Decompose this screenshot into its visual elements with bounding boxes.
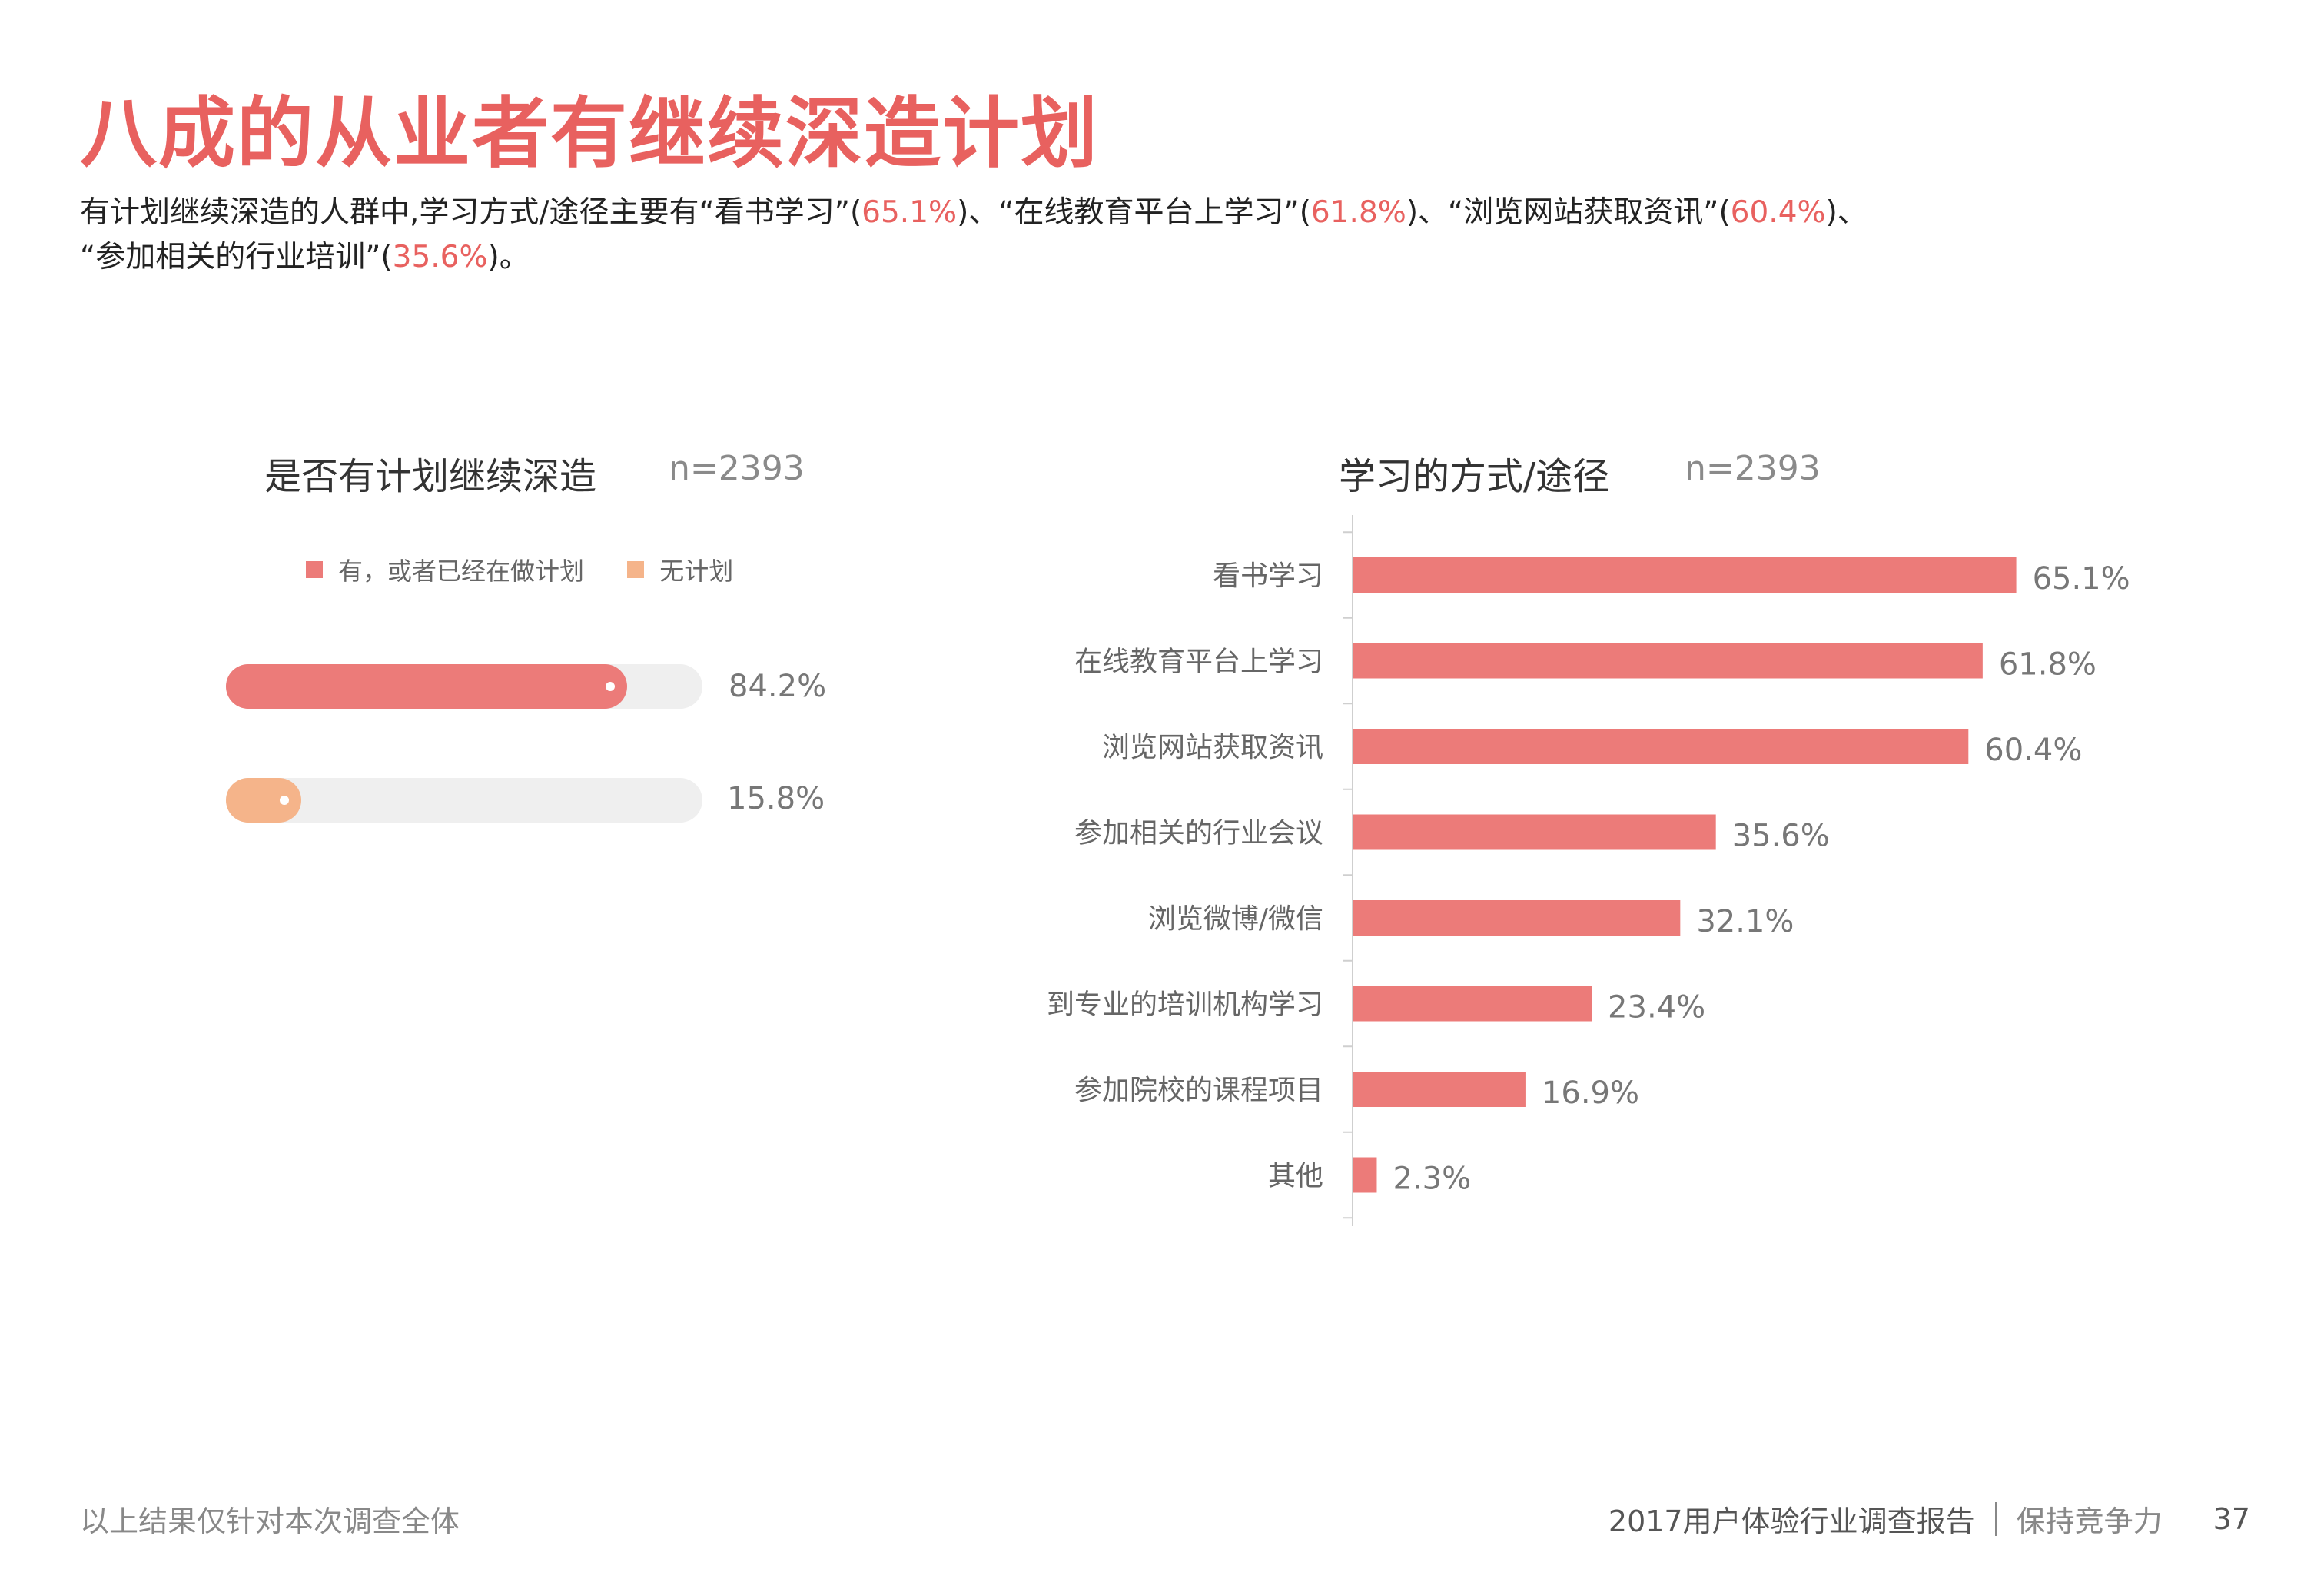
summary-text-segment: )、“浏览网站获取资讯”( (1406, 195, 1731, 230)
bar-value-label-no: 15.8% (727, 781, 825, 816)
bar-fill-yes (226, 664, 628, 709)
bar-track-no (226, 778, 702, 823)
category-label: 参加相关的行业会议 (1074, 818, 1323, 849)
page-number: 37 (2213, 1501, 2250, 1536)
category-label: 参加院校的课程项目 (1074, 1075, 1323, 1106)
data-label: 35.6% (1732, 819, 1830, 854)
right-bar-chart: 看书学习 65.1% 在线教育平台上学习 61.8% 浏览网站获取资讯 60.4% 参加相关… (1047, 515, 2130, 1226)
summary-line-1: 有计划继续深造的人群中,学习方式/途径主要有“看书学习”(65.1%)、“在线教… (80, 191, 2232, 235)
data-label: 23.4% (1608, 990, 1705, 1026)
legend-label-yes: 有，或者已经在做计划 (338, 557, 585, 586)
summary-highlight-value: 60.4% (1730, 195, 1826, 230)
bar (1353, 1157, 1377, 1193)
bar (1353, 900, 1681, 936)
category-label: 到专业的培训机构学习 (1047, 989, 1323, 1021)
summary-text-segment: “参加相关的行业培训”( (80, 240, 393, 274)
summary-text: 有计划继续深造的人群中,学习方式/途径主要有“看书学习”(65.1%)、“在线教… (80, 191, 2232, 280)
bar-fill-no (226, 778, 301, 823)
footer-section: 保持竞争力 (2016, 1504, 2163, 1538)
right-chart-title: 学习的方式/途径 (1339, 455, 1610, 498)
summary-highlight-value: 61.8% (1310, 195, 1406, 230)
bar (1353, 643, 1983, 679)
bar-knob-no (279, 796, 289, 805)
legend-swatch-yes (306, 561, 323, 578)
data-label: 65.1% (2033, 561, 2130, 597)
footer-report-title: 2017用户体验行业调查报告 (1608, 1504, 1975, 1538)
left-chart-legend: 有，或者已经在做计划 无计划 (306, 552, 769, 587)
summary-highlight-value: 65.1% (862, 195, 958, 230)
category-label: 其他 (1268, 1161, 1323, 1192)
data-label: 60.4% (1984, 733, 2082, 768)
footer-report-info: 2017用户体验行业调查报告 保持竞争力 37 (1609, 1498, 2250, 1540)
legend-swatch-no (627, 561, 645, 578)
left-chart-n: n=2393 (669, 449, 805, 488)
summary-line-2: “参加相关的行业培训”(35.6%)。 (80, 235, 2232, 280)
data-label: 61.8% (1999, 647, 2097, 683)
summary-text-segment: )、 (1825, 195, 1868, 230)
bar-value-label-yes: 84.2% (729, 669, 827, 704)
bar (1353, 557, 2017, 593)
bar-knob-yes (606, 682, 616, 691)
category-label: 看书学习 (1213, 560, 1323, 592)
bar (1353, 986, 1592, 1022)
summary-text-segment: )。 (487, 240, 530, 274)
footer-note: 以上结果仅针对本次调查全体 (80, 1504, 460, 1538)
legend-label-no: 无计划 (659, 557, 734, 586)
footer-divider (1994, 1501, 1997, 1536)
left-chart-title: 是否有计划继续深造 (264, 455, 597, 498)
legend-item-no: 无计划 (627, 552, 733, 587)
data-label: 16.9% (1542, 1075, 1639, 1111)
summary-text-segment: 有计划继续深造的人群中,学习方式/途径主要有“看书学习”( (80, 195, 862, 230)
category-label: 在线教育平台上学习 (1074, 647, 1323, 678)
right-chart-n: n=2393 (1685, 449, 1821, 488)
bar (1353, 729, 1969, 764)
page-title: 八成的从业者有继续深造计划 (80, 88, 1099, 178)
summary-highlight-value: 35.6% (392, 240, 488, 274)
legend-item-yes: 有，或者已经在做计划 (306, 552, 584, 587)
bar (1353, 814, 1716, 850)
summary-text-segment: )、“在线教育平台上学习”( (957, 195, 1311, 230)
bar (1353, 1072, 1526, 1107)
data-label: 2.3% (1393, 1162, 1471, 1197)
category-label: 浏览微博/微信 (1148, 903, 1323, 935)
category-label: 浏览网站获取资讯 (1102, 732, 1323, 763)
data-label: 32.1% (1696, 904, 1794, 939)
